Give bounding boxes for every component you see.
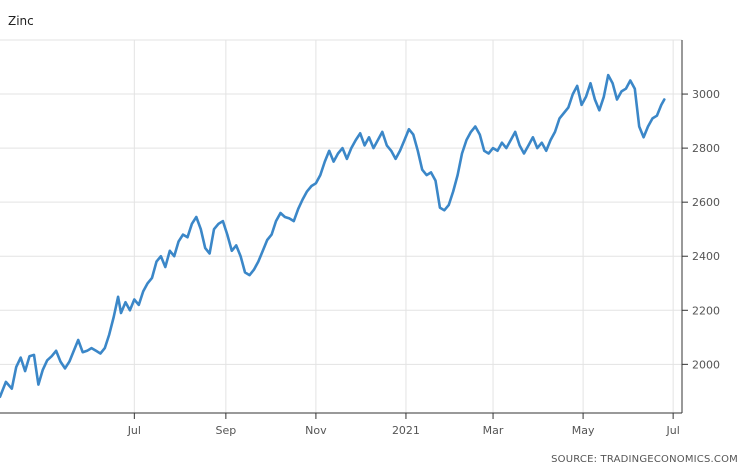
x-tick-label: Sep: [215, 424, 236, 437]
series-layer: [0, 73, 666, 399]
x-tick-label: May: [572, 424, 595, 437]
y-tick-label: 2000: [692, 358, 720, 371]
chart-title: Zinc: [8, 14, 34, 28]
x-tick-label: Jul: [666, 424, 680, 437]
x-tick-label: Mar: [483, 424, 504, 437]
x-tick-label: Jul: [127, 424, 141, 437]
y-tick-label: 3000: [692, 88, 720, 101]
y-tick-label: 2600: [692, 196, 720, 209]
y-tick-label: 2200: [692, 304, 720, 317]
x-tick-label: 2021: [392, 424, 420, 437]
y-tick-label: 2800: [692, 142, 720, 155]
x-tick-label: Nov: [305, 424, 327, 437]
x-axis-tick-labels: Jul Sep Nov 2021 Mar May Jul: [127, 424, 680, 437]
y-axis-tick-labels: 2000 2200 2400 2600 2800 3000: [692, 88, 720, 371]
source-label: SOURCE: TRADINGECONOMICS.COM: [551, 454, 738, 465]
axes: [0, 40, 688, 419]
series-line: [0, 73, 666, 399]
y-tick-label: 2400: [692, 250, 720, 263]
